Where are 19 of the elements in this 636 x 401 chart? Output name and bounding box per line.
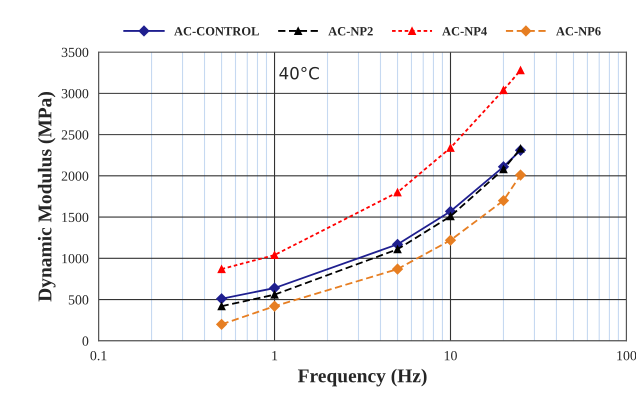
x-tick-label: 10 <box>444 350 457 360</box>
x-tick-label: 0.1 <box>90 350 106 360</box>
annotation: 40°C <box>279 66 319 80</box>
y-tick-label: 1500 <box>62 212 88 222</box>
y-tick-label: 2000 <box>62 171 88 181</box>
y-tick-label: 3500 <box>62 48 88 58</box>
legend-label: AC-NP6 <box>556 27 601 36</box>
y-tick-label: 1000 <box>62 254 88 264</box>
y-tick-label: 500 <box>68 295 88 305</box>
legend-label: AC-NP4 <box>442 27 487 36</box>
y-tick-label: 3000 <box>62 88 88 98</box>
legend-label: AC-CONTROL <box>174 27 259 36</box>
y-tick-label: 2500 <box>62 130 88 140</box>
legend-label: AC-NP2 <box>328 27 373 36</box>
x-tick-label: 1 <box>272 351 278 360</box>
y-tick-label: 0 <box>82 336 88 346</box>
x-axis-title: Frequency (Hz) <box>298 368 427 386</box>
y-axis-title: Dynamic Modulus (MPa) <box>38 92 56 302</box>
x-tick-label: 100 <box>617 350 636 360</box>
